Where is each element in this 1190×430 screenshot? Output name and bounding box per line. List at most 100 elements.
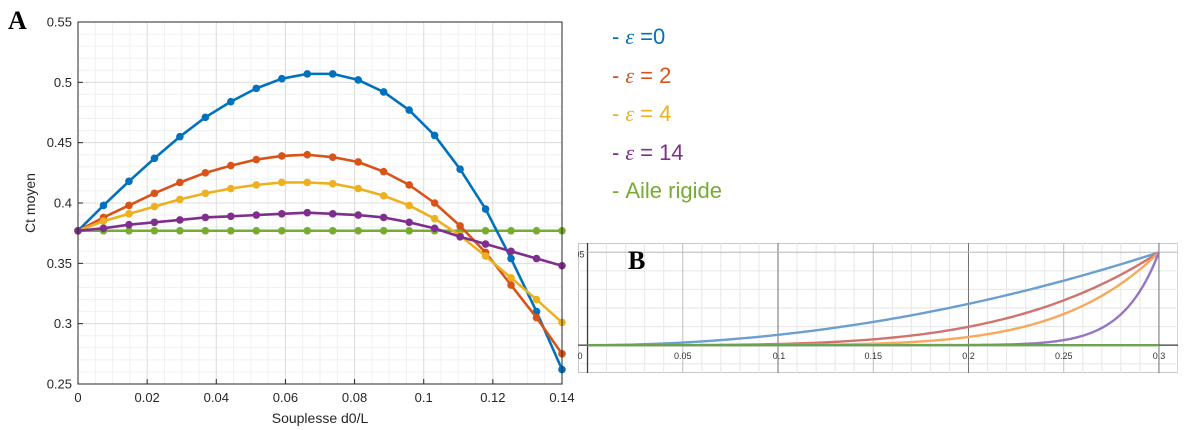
x-tick-label: 0.08 xyxy=(342,390,367,405)
data-point xyxy=(507,226,515,235)
data-point xyxy=(379,167,388,176)
panel-label-b: B xyxy=(628,246,646,275)
legend-epsilon-symbol: ε xyxy=(625,139,634,165)
legend-dash: - xyxy=(612,24,620,49)
legend-item: -ε =0 xyxy=(612,18,722,57)
data-point xyxy=(277,152,286,160)
legend-item: -ε = 2 xyxy=(612,57,722,96)
x-tick-label: 0.12 xyxy=(480,390,505,405)
x-tick-label: 0.04 xyxy=(204,390,229,405)
data-point xyxy=(456,165,464,174)
data-point xyxy=(201,213,210,222)
data-point xyxy=(201,189,210,198)
legend-label: = 2 xyxy=(634,62,672,88)
data-point xyxy=(176,216,184,224)
data-point xyxy=(328,226,337,235)
data-point xyxy=(507,281,515,289)
data-point xyxy=(379,88,388,96)
chart-b-curves xyxy=(587,251,1161,347)
x-tick-label: 0.02 xyxy=(134,390,159,405)
legend-label: = 4 xyxy=(634,101,672,126)
chart-b-tick-labels: 0 0.05 0.1 0.15 0.2 0.25 0.3 0.05 xyxy=(578,249,1165,361)
data-point xyxy=(201,113,210,122)
data-point xyxy=(125,210,133,218)
data-point xyxy=(252,155,261,164)
data-point xyxy=(99,217,108,225)
chart-a-xlabel: Souplesse d0/L xyxy=(272,410,369,426)
data-point xyxy=(227,226,235,235)
data-point xyxy=(430,214,439,223)
data-point xyxy=(176,195,184,204)
legend-item: - Aile rigide xyxy=(612,172,722,211)
series-line xyxy=(77,72,564,371)
data-point xyxy=(379,226,388,235)
legend: -ε =0- ε = 2-ε = 4-ε = 14- Aile rigide xyxy=(612,18,722,211)
y-tick-label: 0.3 xyxy=(54,316,72,331)
data-point xyxy=(354,158,363,166)
curve-line xyxy=(587,251,1160,347)
series-line xyxy=(77,153,564,355)
legend-epsilon-symbol: ε xyxy=(625,101,634,126)
legend-dash: - xyxy=(612,62,620,88)
chart-a: 0 0.02 0.04 0.06 0.08 0.1 0.12 0.14 0.25 0.3 0.35 0… xyxy=(22,15,575,427)
data-point xyxy=(303,226,312,235)
data-point xyxy=(481,226,490,235)
data-point xyxy=(150,202,159,211)
data-point xyxy=(456,232,464,241)
data-point xyxy=(252,181,261,189)
y-tick-label: 0.55 xyxy=(47,15,72,30)
data-point xyxy=(277,178,286,187)
series-line xyxy=(77,181,563,324)
x-tick-label: 0 xyxy=(74,390,81,405)
data-point xyxy=(125,226,133,235)
y-tick-label: 0.25 xyxy=(47,377,72,392)
data-point xyxy=(303,70,312,78)
data-point xyxy=(303,150,312,159)
data-point xyxy=(481,240,490,248)
y-tick-label: 0.4 xyxy=(54,196,72,211)
data-point xyxy=(481,205,490,213)
data-point xyxy=(227,97,235,106)
legend-label: = 14 xyxy=(634,139,684,165)
data-point xyxy=(354,226,363,235)
data-point xyxy=(405,201,413,210)
legend-dash: - xyxy=(612,139,620,165)
data-point xyxy=(481,252,490,260)
data-point xyxy=(379,213,388,222)
data-point xyxy=(99,224,108,233)
x-tick-label: 0.05 xyxy=(674,351,692,361)
y-tick-label: 0.45 xyxy=(47,135,72,150)
data-point xyxy=(201,169,210,177)
data-point xyxy=(405,106,413,114)
y-tick-label: 0.5 xyxy=(54,75,72,90)
legend-epsilon-symbol: ε xyxy=(625,24,634,49)
data-point xyxy=(354,184,363,193)
x-tick-label: 0.2 xyxy=(962,351,975,361)
legend-label: =0 xyxy=(634,24,666,49)
data-point xyxy=(532,254,541,263)
chart-a-ylabel: Ct moyen xyxy=(22,173,38,233)
data-point xyxy=(125,201,133,210)
data-point xyxy=(99,201,108,210)
data-point xyxy=(354,211,363,219)
data-point xyxy=(328,70,337,78)
legend-label: Aile rigide xyxy=(625,178,722,203)
data-point xyxy=(176,226,184,235)
chart-a-series xyxy=(74,70,566,374)
data-point xyxy=(507,247,515,256)
data-point xyxy=(227,184,235,193)
data-point xyxy=(328,179,337,188)
data-point xyxy=(277,74,286,83)
data-point xyxy=(252,84,261,93)
data-point xyxy=(150,218,159,227)
data-point xyxy=(430,199,439,207)
data-point xyxy=(328,210,337,218)
data-point xyxy=(532,295,541,304)
data-point xyxy=(532,313,541,322)
chart-a-tick-labels: 0 0.02 0.04 0.06 0.08 0.1 0.12 0.14 0.25 0.3 0.35 0… xyxy=(47,15,575,406)
x-tick-label: 0.1 xyxy=(415,390,433,405)
legend-item: -ε = 4 xyxy=(612,95,722,134)
data-point xyxy=(277,226,286,235)
data-point xyxy=(405,218,413,227)
data-point xyxy=(430,224,439,233)
